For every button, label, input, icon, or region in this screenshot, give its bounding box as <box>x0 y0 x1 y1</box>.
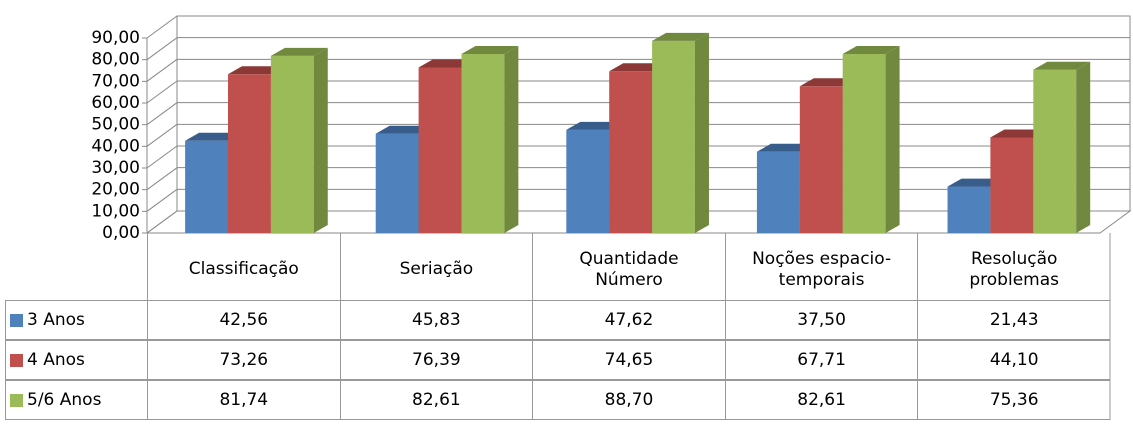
grid-line <box>146 80 178 104</box>
bar-front <box>652 40 695 233</box>
bar-top <box>270 47 328 56</box>
bar-front <box>842 54 886 234</box>
category-header: Resolução problemas <box>917 233 1110 300</box>
y-tick-label: 20,00 <box>91 180 140 200</box>
value-cell: 82,61 <box>724 380 918 420</box>
bar-side <box>694 32 709 233</box>
value-cell: 74,65 <box>532 340 725 380</box>
bar-top <box>228 66 285 75</box>
legend-label: 3 Anos <box>27 309 85 330</box>
legend-label: 5/6 Anos <box>27 389 102 410</box>
grid-line <box>146 167 178 191</box>
bar-top <box>799 78 857 87</box>
value-cell: 81,74 <box>147 380 340 420</box>
value-cell: 45,83 <box>339 300 533 340</box>
category-header: Quantidade Número <box>532 233 725 300</box>
bar-top <box>609 63 667 72</box>
grid-line <box>146 15 178 39</box>
bar-front <box>418 67 462 233</box>
bar-side <box>313 47 328 233</box>
category-header: Classificação <box>147 233 340 300</box>
grid-line <box>146 145 178 169</box>
bar-front <box>947 186 991 233</box>
legend-cell: 4 Anos <box>5 340 147 380</box>
value-cell: 88,70 <box>532 380 725 420</box>
legend-label: 4 Anos <box>27 349 85 370</box>
value-cell: 75,36 <box>917 380 1110 420</box>
bar-top <box>375 125 433 134</box>
value-cell: 76,39 <box>339 340 533 380</box>
grid-line <box>146 188 178 212</box>
y-tick-label: 70,00 <box>91 71 140 91</box>
bar-front <box>756 151 800 233</box>
value-cell: 67,71 <box>724 340 918 380</box>
category-header: Seriação <box>339 233 533 300</box>
bar-top <box>1033 61 1091 70</box>
bar-front <box>799 86 843 233</box>
legend-swatch <box>10 353 23 367</box>
y-tick-label: 0,00 <box>102 223 140 243</box>
bar-top <box>842 46 900 55</box>
bar-front <box>185 140 229 233</box>
bar-top <box>947 178 1005 187</box>
bar-top <box>566 121 624 130</box>
grid-line <box>146 123 178 147</box>
category-header: Noções espacio-temporais <box>724 233 918 300</box>
bar-front <box>228 74 271 234</box>
value-cell: 47,62 <box>532 300 725 340</box>
y-tick-label: 30,00 <box>91 158 140 178</box>
legend-cell: 3 Anos <box>5 300 147 340</box>
value-cell: 42,56 <box>147 300 340 340</box>
value-cell: 73,26 <box>147 340 340 380</box>
bar-front <box>270 55 314 233</box>
value-cell: 44,10 <box>917 340 1110 380</box>
bar-front <box>566 129 610 233</box>
bar-top <box>990 129 1048 138</box>
bar-front <box>1033 69 1077 233</box>
y-tick-label: 40,00 <box>91 136 140 156</box>
grid-line <box>146 210 178 234</box>
bar-top <box>756 143 814 152</box>
y-tick-label: 80,00 <box>91 50 140 70</box>
bar-top <box>418 59 476 68</box>
bar-front <box>461 54 505 234</box>
y-tick-label: 60,00 <box>91 93 140 113</box>
grid-line <box>146 102 178 126</box>
y-tick-label: 90,00 <box>91 28 140 48</box>
bar-top <box>185 132 243 141</box>
bar-front <box>375 133 419 233</box>
legend-swatch <box>10 393 23 407</box>
bar-top <box>461 46 519 55</box>
bar-front <box>609 71 653 233</box>
value-cell: 37,50 <box>724 300 918 340</box>
bar-side <box>504 46 519 234</box>
y-tick-label: 10,00 <box>91 201 140 221</box>
value-cell: 21,43 <box>917 300 1110 340</box>
y-tick-label: 50,00 <box>91 115 140 135</box>
bar-top <box>652 32 709 41</box>
bar-front <box>990 137 1034 233</box>
bar-side <box>885 46 900 234</box>
legend-cell: 5/6 Anos <box>5 380 147 420</box>
grid-line <box>146 37 178 61</box>
legend-swatch <box>10 313 23 327</box>
bar-side <box>1076 61 1091 233</box>
grid-line <box>146 58 178 82</box>
value-cell: 82,61 <box>339 380 533 420</box>
